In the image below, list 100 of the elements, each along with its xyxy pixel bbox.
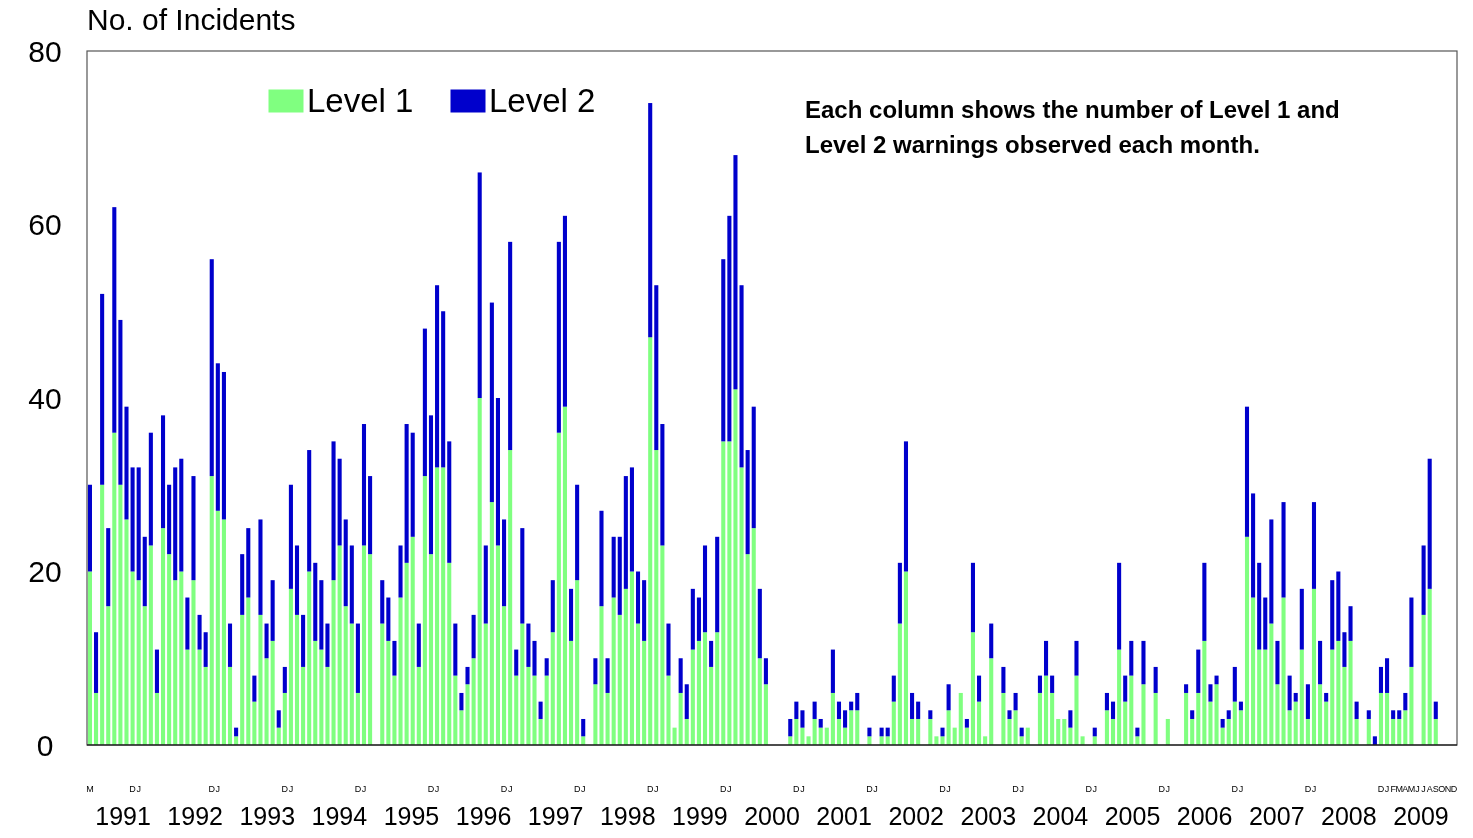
bar <box>1391 710 1396 719</box>
bar <box>246 528 251 598</box>
bar <box>1403 710 1408 745</box>
bar <box>422 476 427 745</box>
bar <box>946 710 951 745</box>
bar <box>209 259 214 477</box>
bar <box>1385 658 1390 693</box>
bar <box>593 684 598 745</box>
bar <box>928 710 933 719</box>
bar <box>1019 736 1024 745</box>
text: 1995 <box>383 802 440 830</box>
bar <box>1427 588 1432 745</box>
bar <box>221 371 226 520</box>
bar <box>1044 675 1049 745</box>
bar <box>1397 710 1402 719</box>
bar <box>1129 675 1134 745</box>
bar <box>87 571 92 745</box>
x-tick-label: D <box>1231 784 1239 794</box>
bar <box>1019 727 1024 737</box>
bar <box>1232 701 1237 745</box>
text: 2002 <box>888 802 945 830</box>
bar <box>160 528 166 745</box>
bar <box>1336 640 1341 745</box>
bar <box>1244 536 1250 745</box>
bar <box>1214 684 1219 745</box>
bar <box>928 718 933 745</box>
bar <box>666 675 671 745</box>
bar <box>1110 701 1116 719</box>
bar <box>678 658 683 693</box>
bar <box>1257 649 1262 745</box>
bar <box>733 155 738 390</box>
bar <box>508 450 513 745</box>
x-tick-label: A <box>1402 784 1409 794</box>
bar <box>1025 727 1030 745</box>
bar <box>903 571 909 745</box>
bar <box>1354 701 1359 719</box>
bar <box>550 580 555 633</box>
bar <box>1409 597 1414 667</box>
bar <box>416 666 421 745</box>
bar <box>843 710 848 728</box>
bar <box>940 727 945 737</box>
bar <box>355 692 360 745</box>
bar <box>1232 666 1237 702</box>
bar <box>234 727 239 737</box>
bar <box>185 649 190 745</box>
x-tick-label: J <box>361 784 367 794</box>
bar <box>301 666 306 745</box>
text: 2000 <box>744 802 800 830</box>
bar <box>1220 727 1225 745</box>
bar <box>313 562 318 641</box>
bar <box>203 632 208 667</box>
bar <box>897 562 902 624</box>
bar <box>142 536 147 607</box>
bar <box>240 554 245 615</box>
text: 2007 <box>1248 802 1305 830</box>
bar <box>581 718 586 737</box>
bar <box>331 441 336 581</box>
bar <box>435 285 440 468</box>
bar <box>167 554 172 745</box>
bar <box>715 536 720 633</box>
bar <box>806 736 811 745</box>
bar <box>879 736 884 745</box>
bar <box>1342 632 1347 667</box>
bar <box>1299 588 1304 650</box>
bar <box>1330 580 1335 650</box>
bar <box>721 441 726 745</box>
bar <box>1092 727 1097 737</box>
bar <box>709 640 714 667</box>
bar <box>977 675 982 702</box>
bar <box>1110 718 1116 745</box>
bar <box>1244 406 1250 537</box>
bar <box>1421 545 1426 615</box>
text: 2004 <box>1032 802 1089 830</box>
bar <box>167 484 172 555</box>
bar <box>672 727 677 745</box>
x-tick-label: D <box>281 784 289 794</box>
bar <box>288 484 293 589</box>
bar <box>526 623 531 667</box>
bar <box>830 649 835 693</box>
bar <box>660 424 665 546</box>
bar <box>136 580 141 745</box>
bar <box>94 632 99 693</box>
bar <box>148 432 153 546</box>
bar <box>1275 684 1280 745</box>
bar <box>977 701 982 745</box>
bar <box>970 632 975 745</box>
x-tick-label: D <box>866 784 874 794</box>
bar <box>1013 692 1018 711</box>
bar <box>1068 727 1073 745</box>
bar <box>1074 640 1079 676</box>
bar <box>428 415 434 555</box>
bar <box>179 458 184 572</box>
bar <box>678 692 683 745</box>
x-tick-label: J <box>215 784 221 794</box>
bar <box>532 675 537 745</box>
bar <box>361 545 367 745</box>
bar <box>1293 701 1298 745</box>
bar <box>1409 666 1414 745</box>
bar <box>94 692 99 745</box>
x-tick-label: M <box>1407 784 1416 794</box>
